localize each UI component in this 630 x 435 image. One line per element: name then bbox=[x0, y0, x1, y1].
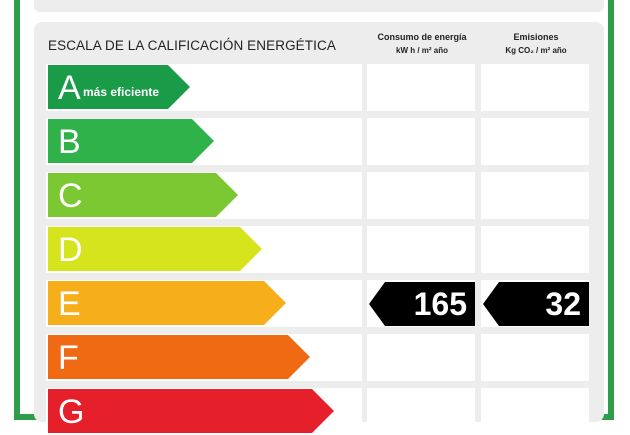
rating-arrow-a bbox=[48, 65, 190, 109]
rating-letter-c: C bbox=[58, 177, 83, 215]
rating-letter-b: B bbox=[58, 123, 81, 161]
emissions-column-label: Emisiones bbox=[513, 32, 559, 42]
rating-bar-g: G bbox=[48, 389, 334, 433]
rating-letter-f: F bbox=[58, 339, 79, 377]
rating-bar-e: E bbox=[48, 281, 286, 325]
emissions-cell-c bbox=[481, 172, 589, 219]
emissions-column-header: Emisiones Kg CO₂ / m² año bbox=[480, 31, 592, 57]
rating-arrow-b bbox=[48, 119, 214, 163]
emissions-value-indicator-arrow bbox=[483, 282, 589, 326]
emissions-cell-g bbox=[481, 388, 589, 435]
rating-letter-e: E bbox=[58, 285, 81, 323]
emissions-column-unit: Kg CO₂ / m² año bbox=[505, 46, 567, 55]
energy-column-unit: kW h / m² año bbox=[396, 46, 448, 55]
energy-cell-g bbox=[367, 388, 475, 435]
rating-arrow-g bbox=[48, 389, 334, 433]
energy-value-indicator-number: 165 bbox=[413, 286, 467, 322]
emissions-cell-b bbox=[481, 118, 589, 165]
energy-cell-c bbox=[367, 172, 475, 219]
top-section bbox=[34, 0, 604, 12]
emissions-value-indicator: 32 bbox=[483, 282, 589, 326]
rating-note-a: más eficiente bbox=[83, 85, 160, 99]
rating-bar-c: C bbox=[48, 173, 238, 217]
emissions-value-indicator-number: 32 bbox=[545, 286, 581, 322]
rating-letter-d: D bbox=[58, 231, 83, 269]
emissions-cell-f bbox=[481, 334, 589, 381]
emissions-cell-d bbox=[481, 226, 589, 273]
rating-bar-b: B bbox=[48, 119, 214, 163]
rating-arrow-e bbox=[48, 281, 286, 325]
energy-column-header: Consumo de energía kW h / m² año bbox=[366, 31, 478, 57]
energy-cell-f bbox=[367, 334, 475, 381]
energy-column-label: Consumo de energía bbox=[377, 32, 467, 42]
energy-value-indicator: 165 bbox=[369, 282, 475, 326]
rating-arrow-c bbox=[48, 173, 238, 217]
energy-cell-b bbox=[367, 118, 475, 165]
energy-cell-a bbox=[367, 64, 475, 111]
rating-arrow-f bbox=[48, 335, 310, 379]
rating-letter-g: G bbox=[58, 393, 85, 431]
emissions-cell-a bbox=[481, 64, 589, 111]
rating-bar-f: F bbox=[48, 335, 310, 379]
energy-cell-d bbox=[367, 226, 475, 273]
rating-bar-d: D bbox=[48, 227, 262, 271]
energy-value-indicator-arrow bbox=[369, 282, 475, 326]
rating-arrow-d bbox=[48, 227, 262, 271]
scale-title: ESCALA DE LA CALIFICACIÓN ENERGÉTICA bbox=[48, 38, 336, 53]
rating-letter-a: A bbox=[58, 69, 81, 107]
